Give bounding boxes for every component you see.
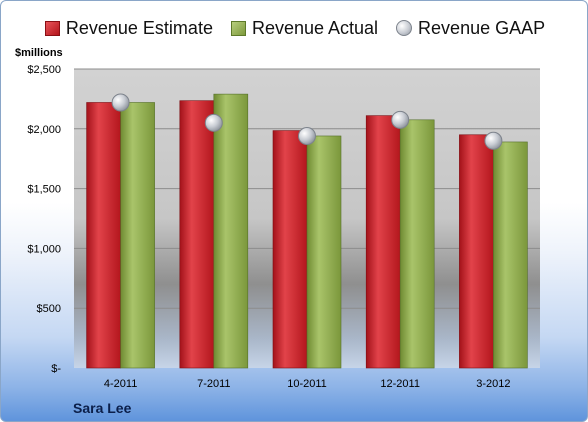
x-tick-label: 4-2011 xyxy=(104,378,137,390)
marker-revenue-gaap xyxy=(298,126,316,145)
marker-revenue-gaap xyxy=(204,113,223,132)
bar-revenue-actual xyxy=(399,119,435,369)
marker-revenue-gaap xyxy=(111,93,130,112)
bar-revenue-estimate xyxy=(272,130,308,369)
bars xyxy=(86,93,528,369)
x-tick-label: 7-2011 xyxy=(197,378,230,390)
legend-label-actual: Revenue Actual xyxy=(251,17,379,38)
bar-revenue-estimate xyxy=(365,115,401,369)
bar-revenue-actual xyxy=(213,93,249,369)
x-tick-label: 10-2011 xyxy=(287,378,327,390)
marker-revenue-gaap xyxy=(391,110,410,129)
bar-revenue-actual xyxy=(120,102,155,369)
y-tick-label: $1,500 xyxy=(27,184,61,196)
legend-marker-gaap xyxy=(396,20,413,36)
y-tick-label: $1,000 xyxy=(27,243,61,255)
legend-swatch-actual xyxy=(230,20,246,36)
legend: Revenue Estimate Revenue Actual Revenue … xyxy=(1,15,587,41)
y-tick-label: $- xyxy=(51,363,61,375)
y-axis: $- $500 $1,000 $1,500 $2,000 $2,500 xyxy=(27,64,61,375)
legend-item-actual: Revenue Actual xyxy=(230,17,379,39)
company-name: Sara Lee xyxy=(73,400,132,416)
x-tick-label: 3-2012 xyxy=(476,378,510,390)
y-unit-label: $millions xyxy=(15,47,63,59)
bar-revenue-actual xyxy=(306,135,342,369)
legend-item-gaap: Revenue GAAP xyxy=(396,18,545,39)
marker-revenue-gaap xyxy=(484,131,503,150)
bar-revenue-estimate xyxy=(459,134,494,369)
legend-label-gaap: Revenue GAAP xyxy=(418,17,546,38)
bar-revenue-estimate xyxy=(179,100,215,369)
y-tick-label: $2,500 xyxy=(27,64,61,76)
x-axis: 4-2011 7-2011 10-2011 12-2011 3-2012 xyxy=(104,378,511,390)
y-tick-label: $2,000 xyxy=(27,124,61,136)
bar-revenue-estimate xyxy=(86,102,121,369)
x-tick-label: 12-2011 xyxy=(380,378,420,390)
legend-item-estimate: Revenue Estimate xyxy=(44,17,213,39)
legend-label-estimate: Revenue Estimate xyxy=(65,17,213,38)
gaap-markers xyxy=(111,93,503,150)
y-tick-label: $500 xyxy=(37,303,61,315)
legend-swatch-estimate xyxy=(44,20,60,36)
bar-revenue-actual xyxy=(493,141,528,369)
